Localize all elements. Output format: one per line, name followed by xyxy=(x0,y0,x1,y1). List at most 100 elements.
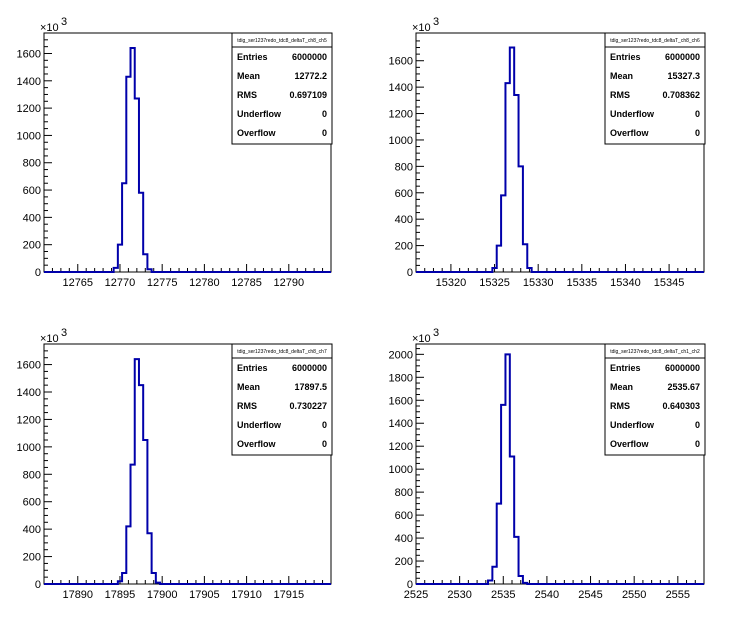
stats-label: Entries xyxy=(237,363,268,373)
stats-box: tdig_ser1237redo_tdc8_deltaT_ch8_ch7 Entr… xyxy=(231,343,333,456)
stats-title: tdig_ser1237redo_tdc8_deltaT_ch1_ch2 xyxy=(610,349,700,355)
x-tick-label: 2530 xyxy=(447,589,471,601)
stats-value: 17897.5 xyxy=(294,382,327,392)
stats-value: 6000000 xyxy=(665,363,700,373)
stats-value: 0 xyxy=(695,439,700,449)
y-tick-label: 800 xyxy=(395,161,413,173)
stats-value: 0 xyxy=(322,109,327,119)
y-tick-label: 600 xyxy=(395,510,413,522)
stats-box-frame xyxy=(604,32,706,145)
y-tick-label: 1200 xyxy=(389,109,413,121)
stats-title: tdig_ser1237redo_tdc8_deltaT_ch8_ch6 xyxy=(610,38,700,44)
stats-value: 0.697109 xyxy=(289,90,327,100)
stats-value: 0 xyxy=(322,128,327,138)
y-exponent-power: 3 xyxy=(61,327,67,339)
y-tick-label: 200 xyxy=(395,241,413,253)
stats-label: Entries xyxy=(237,52,268,62)
stats-box: tdig_ser1237redo_tdc8_deltaT_ch8_ch5 Entr… xyxy=(231,32,333,145)
y-tick-label: 0 xyxy=(407,267,413,279)
stats-value: 0 xyxy=(695,109,700,119)
x-tick-label: 17900 xyxy=(147,589,178,601)
y-tick-label: 200 xyxy=(395,556,413,568)
y-tick-label: 0 xyxy=(35,267,41,279)
histogram-line xyxy=(416,46,704,273)
y-tick-label: 400 xyxy=(395,214,413,226)
x-tick-label: 17895 xyxy=(105,589,136,601)
stats-label: Overflow xyxy=(237,128,277,138)
stats-value: 15327.3 xyxy=(667,71,700,81)
stats-title: tdig_ser1237redo_tdc8_deltaT_ch8_ch7 xyxy=(237,349,327,355)
stats-box-frame xyxy=(231,32,333,145)
y-exponent-power: 3 xyxy=(433,16,439,28)
stats-label: RMS xyxy=(237,90,257,100)
y-tick-label: 400 xyxy=(395,533,413,545)
stats-label: RMS xyxy=(610,90,630,100)
y-tick-label: 0 xyxy=(407,579,413,591)
x-tick-label: 2555 xyxy=(666,589,690,601)
x-tick-label: 15320 xyxy=(436,277,467,289)
stats-value: 6000000 xyxy=(292,363,327,373)
y-tick-label: 1600 xyxy=(389,56,413,68)
y-exponent-label: ×10 xyxy=(40,333,59,345)
stats-value: 6000000 xyxy=(665,52,700,62)
stats-title: tdig_ser1237redo_tdc8_deltaT_ch8_ch5 xyxy=(237,38,327,44)
stats-label: Entries xyxy=(610,52,641,62)
x-tick-label: 15335 xyxy=(567,277,598,289)
stats-label: Mean xyxy=(237,382,260,392)
stats-label: Underflow xyxy=(610,420,655,430)
y-exponent-label: ×10 xyxy=(412,22,431,34)
histogram-line xyxy=(416,353,704,585)
y-tick-label: 400 xyxy=(23,524,41,536)
y-tick-label: 600 xyxy=(23,497,41,509)
x-tick-label: 12775 xyxy=(147,277,178,289)
y-exponent-label: ×10 xyxy=(40,22,59,34)
y-exponent-label: ×10 xyxy=(412,333,431,345)
stats-label: Entries xyxy=(610,363,641,373)
y-tick-label: 1400 xyxy=(17,76,41,88)
stats-value: 12772.2 xyxy=(294,71,327,81)
stats-label: RMS xyxy=(237,401,257,411)
stats-label: Mean xyxy=(237,71,260,81)
x-tick-label: 15345 xyxy=(654,277,685,289)
x-tick-label: 12770 xyxy=(105,277,136,289)
x-tick-label: 17915 xyxy=(273,589,304,601)
stats-value: 0.730227 xyxy=(289,401,327,411)
y-exponent-power: 3 xyxy=(433,327,439,339)
x-tick-label: 12785 xyxy=(231,277,262,289)
histogram-line xyxy=(44,47,331,273)
y-tick-label: 2000 xyxy=(389,349,413,361)
y-tick-label: 400 xyxy=(23,212,41,224)
x-tick-label: 12765 xyxy=(62,277,93,289)
x-tick-label: 15340 xyxy=(610,277,641,289)
stats-label: Underflow xyxy=(237,420,282,430)
stats-value: 0 xyxy=(695,420,700,430)
y-tick-label: 0 xyxy=(35,579,41,591)
stats-label: Mean xyxy=(610,71,633,81)
y-tick-label: 200 xyxy=(23,240,41,252)
histogram-panel-1: 0 200 400 600 800 1000 1200 1400 1600 12765 12770 1… xyxy=(17,16,333,289)
x-tick-label: 2540 xyxy=(535,589,559,601)
y-tick-label: 1000 xyxy=(389,135,413,147)
x-tick-label: 2535 xyxy=(491,589,515,601)
y-tick-label: 200 xyxy=(23,552,41,564)
stats-value: 0.708362 xyxy=(662,90,700,100)
x-tick-label: 17905 xyxy=(189,589,220,601)
x-tick-label: 15325 xyxy=(479,277,510,289)
y-tick-label: 800 xyxy=(395,487,413,499)
y-tick-label: 1200 xyxy=(17,414,41,426)
stats-value: 0 xyxy=(695,128,700,138)
stats-label: Overflow xyxy=(237,439,277,449)
stats-box-frame xyxy=(604,343,706,456)
stats-value: 0 xyxy=(322,420,327,430)
x-tick-label: 2525 xyxy=(404,589,428,601)
histogram-panel-3: 0 200 400 600 800 1000 1200 1400 1600 17890 17895 1… xyxy=(17,327,333,601)
y-tick-label: 1400 xyxy=(389,82,413,94)
y-tick-label: 1000 xyxy=(389,464,413,476)
stats-box-frame xyxy=(231,343,333,456)
y-tick-label: 800 xyxy=(23,469,41,481)
histogram-panel-2: 0 200 400 600 800 1000 1200 1400 1600 15320 15325 1… xyxy=(389,16,706,289)
y-tick-label: 1400 xyxy=(389,418,413,430)
x-tick-label: 15330 xyxy=(523,277,554,289)
x-tick-label: 2545 xyxy=(578,589,602,601)
